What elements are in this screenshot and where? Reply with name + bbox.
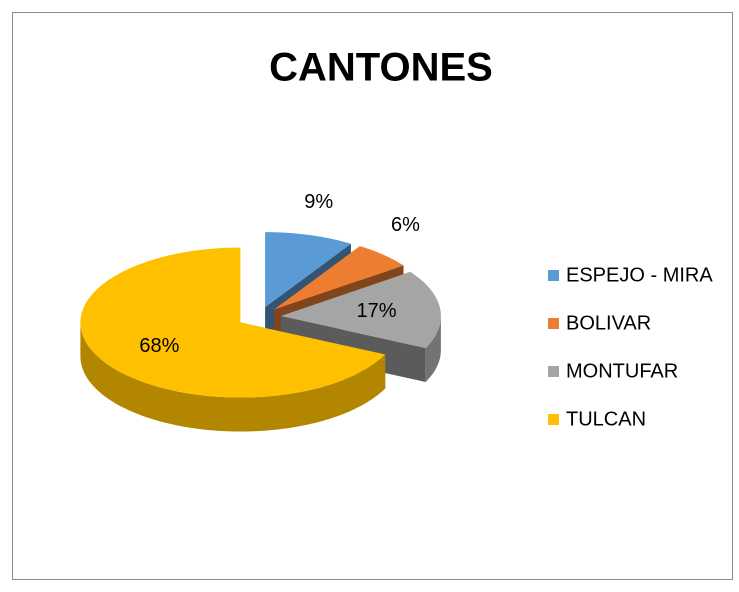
slice xyxy=(274,246,404,310)
slice xyxy=(280,271,441,348)
legend-label: TULCAN xyxy=(566,408,646,430)
data-label: 68% xyxy=(139,335,179,357)
data-label: 17% xyxy=(356,300,396,322)
slice xyxy=(265,232,351,308)
slice-wall xyxy=(80,322,386,432)
legend-swatch xyxy=(548,366,559,377)
data-label: 6% xyxy=(391,214,420,236)
legend-label: MONTUFAR xyxy=(566,360,678,382)
pie xyxy=(80,232,441,432)
slice xyxy=(80,247,386,398)
legend-swatch xyxy=(548,270,559,281)
legend-swatch xyxy=(548,414,559,425)
data-label: 9% xyxy=(304,191,333,213)
chart-title: CANTONES xyxy=(269,46,493,90)
legend-label: BOLIVAR xyxy=(566,312,651,334)
legend-label: ESPEJO - MIRA xyxy=(566,264,713,286)
slice-wall xyxy=(425,316,441,382)
legend-swatch xyxy=(548,318,559,329)
